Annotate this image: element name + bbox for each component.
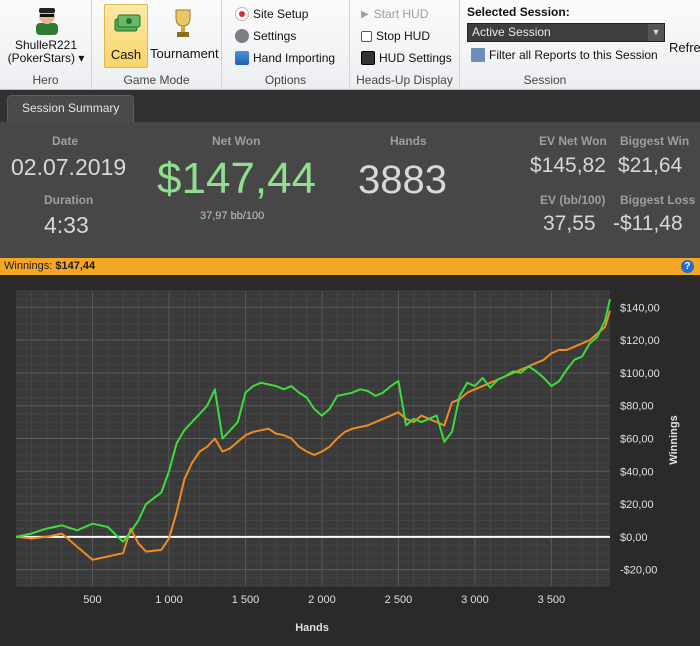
- hands-value: 3883: [358, 158, 447, 202]
- hud-settings-icon: [361, 51, 375, 65]
- y-tick-label: $80,00: [620, 401, 654, 413]
- x-tick-labels: 500 1 000 1 500 2 000 2 500 3 000 3 500: [83, 594, 565, 606]
- session-select[interactable]: Active Session ▼: [467, 23, 665, 42]
- hero-name-line2: (PokerStars) ▾: [7, 51, 85, 65]
- biggest-win-label: Biggest Win: [620, 134, 690, 148]
- net-won-value: $147,44: [157, 154, 317, 203]
- ev-bb-label: EV (bb/100): [540, 193, 606, 207]
- ev-net-won-value: $145,82: [530, 154, 606, 177]
- stop-hud-button[interactable]: Stop HUD: [361, 29, 430, 43]
- y-tick-label: $100,00: [620, 368, 660, 380]
- start-hud-button[interactable]: ▶ Start HUD: [361, 7, 428, 21]
- play-icon: ▶: [361, 8, 369, 20]
- game-mode-group-label: Game Mode: [123, 73, 190, 87]
- y-tick-label: $60,00: [620, 434, 654, 446]
- options-group: Site Setup Settings Hand Importing Optio…: [222, 0, 350, 90]
- session-summary-panel: Date 02.07.2019 Duration 4:33 Net Won $1…: [0, 122, 700, 258]
- duration-label: Duration: [44, 193, 94, 207]
- y-tick-label: -$20,00: [620, 565, 657, 577]
- x-tick-label: 3 000: [461, 594, 489, 606]
- ev-net-won-label: EV Net Won: [539, 134, 607, 148]
- settings-button[interactable]: Settings: [235, 29, 296, 43]
- site-setup-label: Site Setup: [253, 7, 309, 21]
- selected-session-title: Selected Session:: [467, 5, 570, 19]
- y-tick-label: $20,00: [620, 499, 654, 511]
- refresh-button[interactable]: Refres: [669, 40, 700, 55]
- stop-icon: [361, 30, 372, 42]
- filter-icon: [471, 48, 485, 62]
- y-tick-labels: -$20,00 $0,00 $20,00 $40,00 $60,00 $80,00 $100…: [620, 302, 660, 576]
- game-mode-group: Cash Tournament Game Mode: [92, 0, 222, 90]
- y-tick-label: $40,00: [620, 466, 654, 478]
- y-tick-label: $0,00: [620, 532, 648, 544]
- biggest-win-value: $21,64: [618, 154, 683, 177]
- x-tick-label: 3 500: [538, 594, 566, 606]
- x-tick-label: 1 000: [155, 594, 183, 606]
- filter-reports-button[interactable]: Filter all Reports to this Session: [471, 48, 658, 62]
- filter-reports-label: Filter all Reports to this Session: [489, 48, 658, 62]
- settings-label: Settings: [253, 29, 297, 43]
- hand-importing-button[interactable]: Hand Importing: [235, 51, 335, 65]
- hero-group: ShulleR221 (PokerStars) ▾ Hero: [0, 0, 92, 90]
- start-hud-label: Start HUD: [373, 7, 429, 21]
- hud-group: ▶ Start HUD Stop HUD HUD Settings Heads-…: [350, 0, 460, 90]
- hud-group-label: Heads-Up Display: [356, 73, 453, 87]
- trophy-icon: [175, 9, 191, 37]
- date-value: 02.07.2019: [11, 154, 127, 180]
- winnings-bar-value: $147,44: [55, 260, 96, 272]
- biggest-loss-label: Biggest Loss: [620, 193, 696, 207]
- hero-group-label: Hero: [32, 73, 59, 87]
- session-select-value: Active Session: [472, 25, 551, 39]
- hero-name-line1: ShulleR221: [14, 38, 78, 52]
- tab-strip: Session Summary: [0, 90, 700, 122]
- tournament-button[interactable]: Tournament: [150, 4, 219, 68]
- ev-bb-value: 37,55: [543, 212, 596, 235]
- hands-label: Hands: [390, 134, 427, 148]
- ribbon: ShulleR221 (PokerStars) ▾ Hero Cash Tour…: [0, 0, 700, 90]
- winnings-bar: Winnings: $147,44 ?: [0, 258, 700, 275]
- tab-session-summary[interactable]: Session Summary: [7, 95, 135, 122]
- session-group: Session: [460, 0, 700, 90]
- winnings-chart: 500 1 000 1 500 2 000 2 500 3 000 3 500 -$20,0…: [0, 275, 700, 641]
- winnings-bar-label: Winnings:: [4, 260, 53, 272]
- series-line-green: [15, 298, 611, 543]
- winnings-chart-svg: 500 1 000 1 500 2 000 2 500 3 000 3 500 -$20,0…: [15, 290, 680, 634]
- hero-selector[interactable]: ShulleR221 (PokerStars) ▾: [0, 39, 92, 65]
- options-group-label: Options: [264, 73, 307, 87]
- tournament-label: Tournament: [150, 46, 219, 61]
- chevron-down-icon[interactable]: ▼: [648, 24, 664, 41]
- help-icon[interactable]: ?: [681, 260, 694, 273]
- y-tick-label: $140,00: [620, 302, 660, 314]
- hud-settings-button[interactable]: HUD Settings: [361, 51, 452, 65]
- money-icon: [114, 14, 141, 32]
- chart-grid: [16, 290, 610, 587]
- x-tick-label: 1 500: [232, 594, 260, 606]
- x-tick-label: 500: [83, 594, 101, 606]
- hud-settings-label: HUD Settings: [379, 51, 452, 65]
- cash-label: Cash: [110, 47, 142, 62]
- date-label: Date: [52, 134, 79, 148]
- net-won-label: Net Won: [212, 134, 261, 148]
- gear-icon: [235, 29, 249, 43]
- import-arrow-icon: [235, 51, 249, 65]
- site-setup-icon: [235, 7, 249, 21]
- stop-hud-label: Stop HUD: [376, 29, 431, 43]
- net-won-bb-value: 37,97 bb/100: [200, 210, 265, 222]
- refresh-label: Refres: [669, 40, 700, 55]
- duration-value: 4:33: [44, 212, 89, 238]
- x-axis-label: Hands: [295, 622, 329, 634]
- y-axis-label: Winnings: [668, 415, 680, 464]
- y-tick-label: $120,00: [620, 335, 660, 347]
- series-line-orange: [15, 310, 611, 561]
- chart-series: [15, 298, 611, 561]
- session-group-label: Session: [523, 73, 567, 87]
- hand-importing-label: Hand Importing: [253, 51, 336, 65]
- biggest-loss-value: -$11,48: [613, 212, 683, 235]
- cash-button[interactable]: Cash: [104, 4, 148, 68]
- site-setup-button[interactable]: Site Setup: [235, 7, 308, 21]
- x-tick-label: 2 000: [308, 594, 336, 606]
- x-tick-label: 2 500: [385, 594, 413, 606]
- hero-avatar-icon[interactable]: [33, 5, 61, 35]
